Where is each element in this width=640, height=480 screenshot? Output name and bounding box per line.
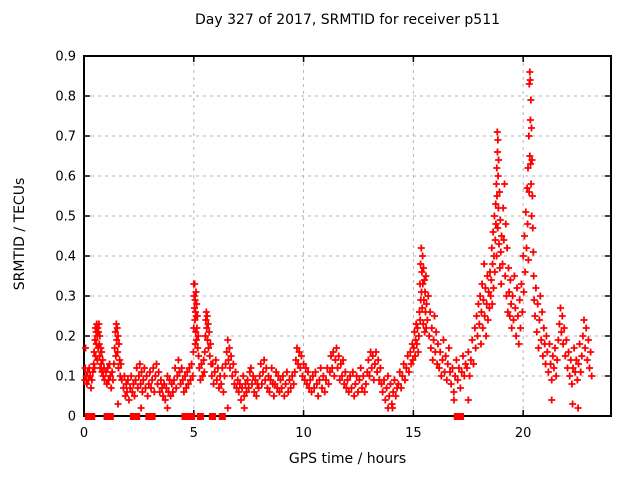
x-tick-label: 15 [405,426,422,441]
y-tick-label: 0.2 [55,330,76,345]
x-tick-label: 5 [190,426,198,441]
axis-ticks [83,55,611,417]
y-tick-label: 0.1 [55,370,76,385]
x-tick-label: 20 [515,426,532,441]
x-axis-label: GPS time / hours [288,451,407,467]
y-axis-label: SRMTID / TECUs [12,177,28,291]
x-tick-label: 0 [80,426,88,441]
y-tick-label: 0.9 [55,50,76,65]
x-tick-label: 10 [295,426,312,441]
gap-marker [148,413,156,420]
y-tick-label: 0.8 [55,90,76,105]
plot-border [83,55,612,417]
grid-lines [84,56,611,416]
chart-title: Day 327 of 2017, SRMTID for receiver p51… [194,12,501,28]
gap-marker [133,413,141,420]
y-tick-label: 0.4 [55,250,76,265]
gap-marker [88,413,96,420]
y-tick-label: 0.5 [55,210,76,225]
scatter-series [81,68,596,412]
gap-marker [106,413,114,420]
gap-marker [188,413,196,420]
gap-marker [209,413,216,420]
y-tick-label: 0.6 [55,170,76,185]
gap-marker [218,413,226,420]
y-tick-label: 0.3 [55,290,76,305]
gap-marker [196,413,204,420]
y-tick-label: 0.7 [55,130,76,145]
y-tick-label: 0 [68,410,76,425]
gap-marker [457,413,465,420]
